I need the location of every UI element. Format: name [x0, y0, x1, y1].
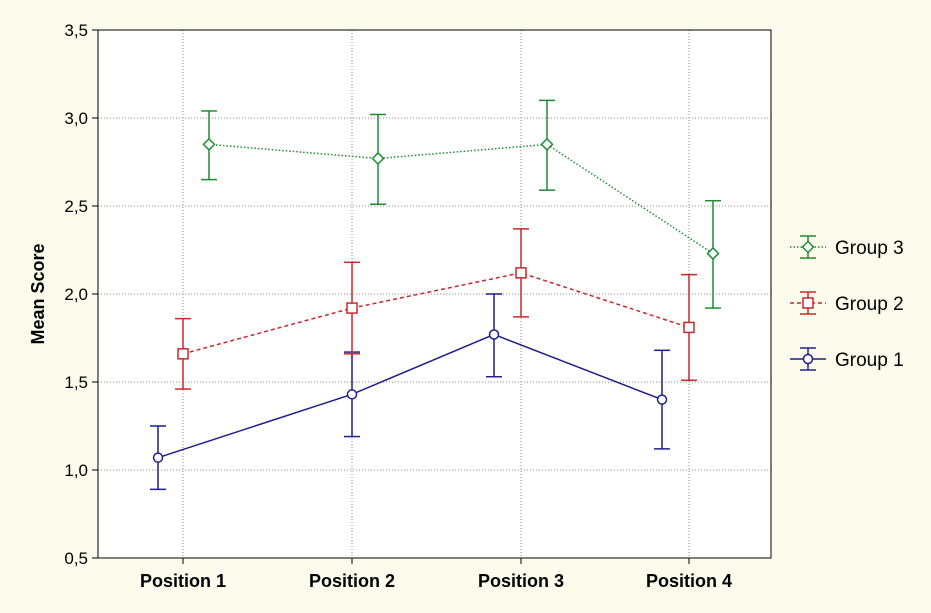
legend-item-group-3: Group 3 [790, 235, 904, 259]
x-tick-label: Position 2 [309, 571, 395, 591]
data-point [540, 137, 554, 151]
x-axis-ticks: Position 1 Position 2 Position 3 Position 4 [140, 558, 732, 591]
legend-label: Group 2 [835, 294, 904, 315]
data-point [371, 151, 385, 166]
data-point [515, 267, 527, 279]
legend-item-group-1: Group 1 [790, 347, 904, 371]
data-point [152, 452, 164, 463]
x-tick-label: Position 1 [140, 571, 226, 591]
x-tick-label: Position 3 [478, 571, 564, 591]
y-axis-ticks: 0,5 1,0 1,5 2,0 2,5 3,0 3,5 [64, 21, 98, 568]
series-group-1 [150, 293, 670, 491]
series-line [157, 333, 663, 459]
data-point [346, 389, 358, 400]
series-group-2 [175, 228, 697, 390]
legend-item-group-2: Group 2 [790, 291, 904, 315]
data-point [706, 246, 720, 261]
x-tick-label: Position 4 [646, 571, 732, 591]
legend: Group 3 Group 2 Group 1 [790, 235, 904, 371]
data-point [488, 329, 500, 340]
legend-marker [802, 353, 814, 365]
data-point [656, 394, 668, 405]
legend-marker [802, 297, 814, 309]
data-point [202, 137, 216, 151]
y-tick-label: 0,5 [64, 549, 88, 568]
series-line [182, 272, 690, 355]
y-tick-label: 2,5 [64, 197, 88, 216]
y-tick-label: 1,5 [64, 373, 88, 392]
legend-marker [801, 240, 815, 254]
series-line [208, 143, 714, 255]
legend-label: Group 3 [835, 238, 904, 259]
data-point [346, 302, 358, 314]
y-tick-label: 3,5 [64, 21, 88, 40]
data-point [683, 321, 695, 334]
data-point [177, 348, 189, 360]
y-tick-label: 1,0 [64, 461, 88, 480]
series-layer [150, 99, 721, 491]
series-group-3 [201, 99, 721, 309]
y-axis-label: Mean Score [28, 243, 48, 344]
y-tick-label: 3,0 [64, 109, 88, 128]
y-tick-label: 2,0 [64, 285, 88, 304]
legend-label: Group 1 [835, 350, 904, 371]
